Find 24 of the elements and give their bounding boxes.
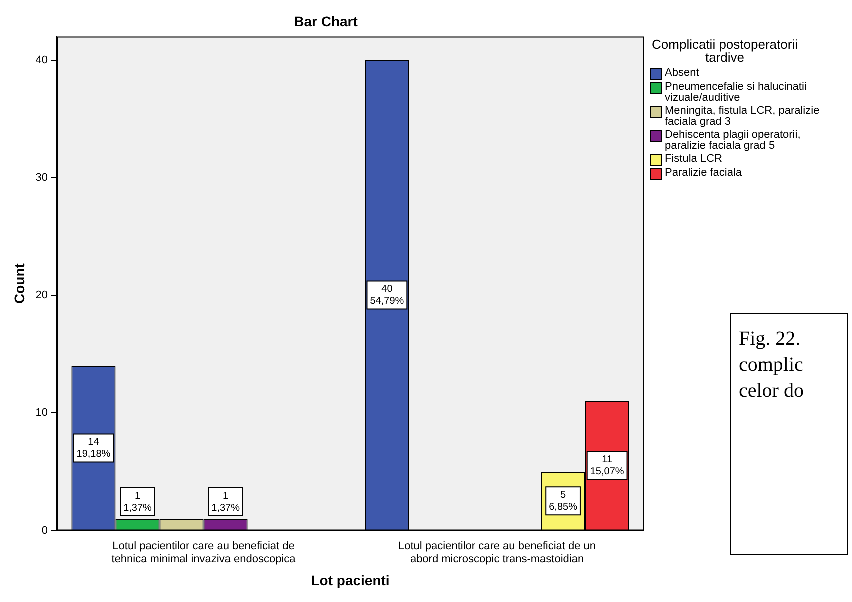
x-axis-title: Lot pacienti — [311, 572, 390, 588]
legend-label: Meningita, fistula LCR, paralizie faciala grad 3 — [665, 105, 821, 128]
data-label: 14 19,18% — [76, 436, 111, 460]
legend-label: Absent — [665, 67, 700, 79]
y-tick-label: 20 — [36, 290, 48, 302]
data-label: 1 1,37% — [124, 490, 152, 514]
legend-label: Pneumencefalie si halucinatii vizuale/auditive — [665, 81, 808, 104]
data-label: 11 15,07% — [590, 454, 624, 478]
data-label: 40 54,79% — [370, 284, 404, 308]
chart-title: Bar Chart — [294, 13, 358, 30]
y-tick-label: 0 — [42, 524, 48, 537]
y-tick-label: 10 — [36, 407, 48, 420]
legend-label: Dehiscenta plagii operatorii, paralizie faciala grad 5 — [665, 129, 802, 152]
x-tick-label: Lotul pacientilor care au beneficiat de tehnica minimal invaziva endoscopica — [112, 540, 297, 566]
y-tick-label: 30 — [36, 172, 48, 184]
y-tick-label: 40 — [36, 54, 48, 66]
legend-title: Complicatii postoperatorii tardive — [651, 37, 799, 65]
legend-label: Fistula LCR — [665, 153, 724, 165]
data-label: 5 6,85% — [549, 490, 578, 513]
legend-label: Paralizie faciala — [665, 167, 744, 179]
caption: Fig. 22. complic celor do — [730, 313, 848, 555]
data-label: 1 1,37% — [212, 490, 240, 514]
y-axis-title: Count — [11, 263, 28, 304]
x-tick-label: Lotul pacientilor care au beneficiat de un abord microscopic trans-mastoidian — [398, 540, 596, 566]
